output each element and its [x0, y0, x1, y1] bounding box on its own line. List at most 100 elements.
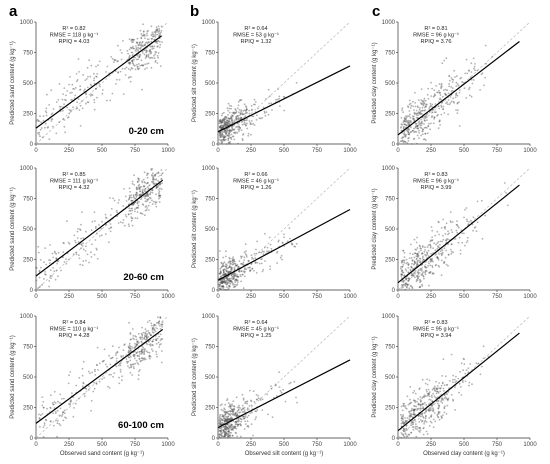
data-point [159, 339, 162, 342]
data-point [225, 124, 228, 126]
data-point [424, 415, 427, 418]
data-point [128, 61, 131, 64]
data-point [224, 432, 227, 435]
data-point [151, 189, 153, 192]
data-point [132, 38, 135, 41]
data-point [242, 109, 245, 112]
data-point [128, 366, 131, 369]
data-point [224, 425, 227, 428]
data-point [433, 395, 436, 397]
data-point [43, 424, 46, 426]
data-point [104, 213, 107, 216]
data-point [224, 410, 227, 413]
data-point [231, 410, 234, 412]
data-point [402, 271, 405, 274]
data-point [135, 188, 138, 190]
data-point [108, 227, 111, 230]
data-point [38, 131, 41, 134]
data-point [143, 190, 146, 193]
data-point [426, 433, 429, 435]
data-point [141, 40, 144, 43]
data-point [232, 277, 235, 280]
data-point [122, 349, 125, 351]
x-tick-label: 0 [216, 442, 220, 448]
data-point [440, 400, 442, 403]
data-point [52, 403, 55, 406]
data-point [251, 109, 253, 111]
data-point [414, 408, 416, 411]
data-point [223, 431, 226, 434]
data-point [452, 374, 455, 377]
data-point [421, 133, 424, 136]
data-point [95, 65, 97, 68]
data-point [153, 323, 156, 326]
data-point [92, 390, 95, 393]
data-point [441, 397, 444, 400]
data-point [63, 261, 66, 263]
data-point [458, 125, 461, 127]
data-point [140, 198, 142, 201]
data-point [73, 407, 75, 409]
data-point [426, 119, 428, 121]
data-point [142, 30, 145, 32]
data-point [80, 100, 83, 103]
data-point [240, 280, 243, 283]
regression-line [217, 359, 351, 429]
data-point [424, 273, 427, 276]
data-point [484, 214, 487, 217]
data-point [78, 376, 81, 379]
data-point [221, 119, 224, 122]
data-point [130, 356, 132, 358]
data-point [411, 287, 414, 290]
data-point [407, 280, 410, 282]
data-point [45, 107, 48, 110]
data-point [443, 226, 446, 229]
y-tick-label: 250 [23, 258, 34, 264]
data-point [404, 405, 407, 407]
data-point [220, 272, 222, 274]
data-point [155, 182, 157, 185]
data-point [44, 418, 47, 421]
data-point [403, 120, 405, 122]
data-point [238, 260, 241, 262]
data-point [407, 277, 409, 280]
data-point [151, 326, 154, 329]
data-point [411, 274, 413, 277]
data-point [226, 121, 229, 124]
data-point [133, 338, 136, 341]
data-point [275, 98, 277, 101]
data-point [403, 405, 405, 408]
data-point [156, 33, 159, 36]
data-point [235, 275, 238, 277]
data-point [225, 432, 228, 435]
data-point [115, 352, 117, 355]
data-point [254, 262, 257, 264]
data-point [128, 225, 131, 228]
data-point [81, 107, 84, 110]
data-point [434, 94, 436, 97]
data-point [484, 76, 487, 79]
data-point [136, 41, 138, 44]
data-point [38, 417, 41, 419]
data-point [443, 406, 446, 409]
data-point [71, 392, 73, 395]
data-point [219, 125, 222, 127]
data-point [57, 251, 60, 254]
data-point [454, 381, 457, 384]
data-point [115, 354, 117, 356]
data-point [413, 411, 415, 414]
data-point [126, 360, 128, 363]
data-point [240, 275, 242, 278]
data-point [78, 109, 81, 111]
data-point [151, 45, 154, 48]
data-point [225, 283, 228, 286]
data-point [127, 345, 130, 348]
data-point [223, 428, 226, 431]
data-point [150, 322, 153, 325]
data-point [55, 253, 58, 255]
data-point [227, 428, 230, 430]
data-point [139, 336, 142, 339]
data-point [438, 382, 441, 384]
data-point [218, 285, 221, 288]
data-point [136, 206, 139, 209]
